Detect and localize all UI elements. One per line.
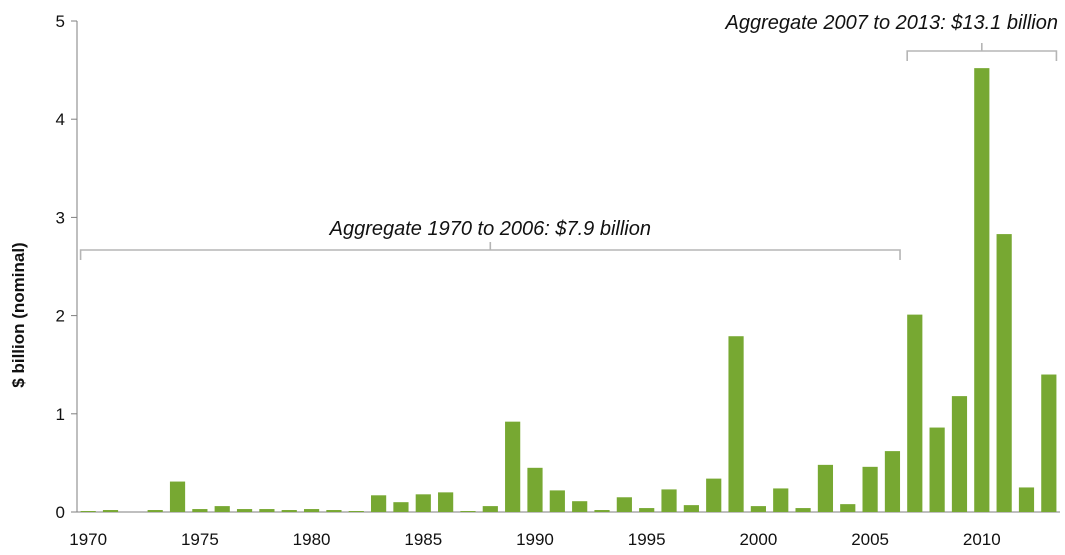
y-tick-label: 3 [56, 208, 65, 227]
bar-1998 [706, 478, 722, 512]
x-tick-label: 1995 [628, 530, 666, 549]
bar-2001 [773, 488, 789, 512]
y-axis-label: $ billion (nominal) [9, 242, 28, 387]
bar-1996 [661, 489, 677, 512]
aggregate-annotation: Aggregate 2007 to 2013: $13.1 billion [725, 12, 1059, 34]
aggregate-bracket [906, 50, 1058, 61]
x-tick-label: 1975 [181, 530, 219, 549]
bar-1992 [572, 501, 588, 512]
bar-2010 [974, 68, 990, 513]
x-tick-label: 1970 [69, 530, 107, 549]
aggregate-annotation: Aggregate 1970 to 2006: $7.9 billion [329, 218, 651, 240]
bar-1975 [192, 509, 208, 512]
bar-1970 [80, 511, 96, 512]
bar-1979 [281, 510, 297, 512]
bar-2007 [907, 314, 923, 512]
bar-1983 [371, 495, 387, 512]
x-tick-label: 1980 [293, 530, 331, 549]
bar-1971 [102, 510, 119, 512]
bar-1981 [326, 510, 342, 512]
bar-2008 [929, 427, 945, 512]
bar-2012 [1018, 487, 1035, 512]
bar-2000 [750, 506, 766, 512]
y-tick-label: 4 [56, 110, 65, 129]
bar-2005 [862, 466, 878, 512]
bar-1980 [303, 509, 320, 512]
bar-1978 [259, 509, 275, 512]
bar-2006 [884, 451, 901, 512]
bar-2011 [996, 234, 1012, 512]
bar-1995 [639, 508, 655, 512]
bar-1987 [460, 511, 476, 512]
bar-1985 [415, 494, 431, 512]
y-tick-label: 1 [56, 405, 65, 424]
x-tick-label: 1985 [404, 530, 442, 549]
bar-1984 [393, 502, 409, 512]
bar-1988 [482, 506, 498, 512]
x-tick-label: 2005 [851, 530, 889, 549]
x-tick-label: 2010 [963, 530, 1001, 549]
bar-1986 [438, 492, 454, 512]
bar-1989 [505, 421, 521, 512]
bar-1991 [549, 490, 565, 512]
bar-1973 [147, 510, 163, 512]
y-tick-label: 0 [56, 503, 65, 522]
y-tick-label: 2 [56, 307, 65, 326]
bar-1999 [728, 336, 744, 512]
bar-2013 [1041, 374, 1057, 512]
bar-1997 [683, 505, 699, 512]
bar-2009 [951, 396, 968, 512]
bar-1990 [527, 467, 543, 512]
bar-1974 [169, 481, 186, 512]
y-tick-label: 5 [56, 12, 65, 31]
aggregate-bracket [79, 249, 901, 260]
bar-1993 [594, 510, 610, 512]
x-tick-label: 1990 [516, 530, 554, 549]
bar-2002 [795, 508, 811, 512]
bar-1977 [236, 509, 253, 512]
bar-2004 [840, 504, 856, 512]
bar-1982 [348, 511, 364, 512]
bar-1976 [214, 506, 230, 512]
bar-2003 [817, 464, 834, 512]
bar-1994 [616, 497, 632, 512]
x-tick-label: 2000 [739, 530, 777, 549]
